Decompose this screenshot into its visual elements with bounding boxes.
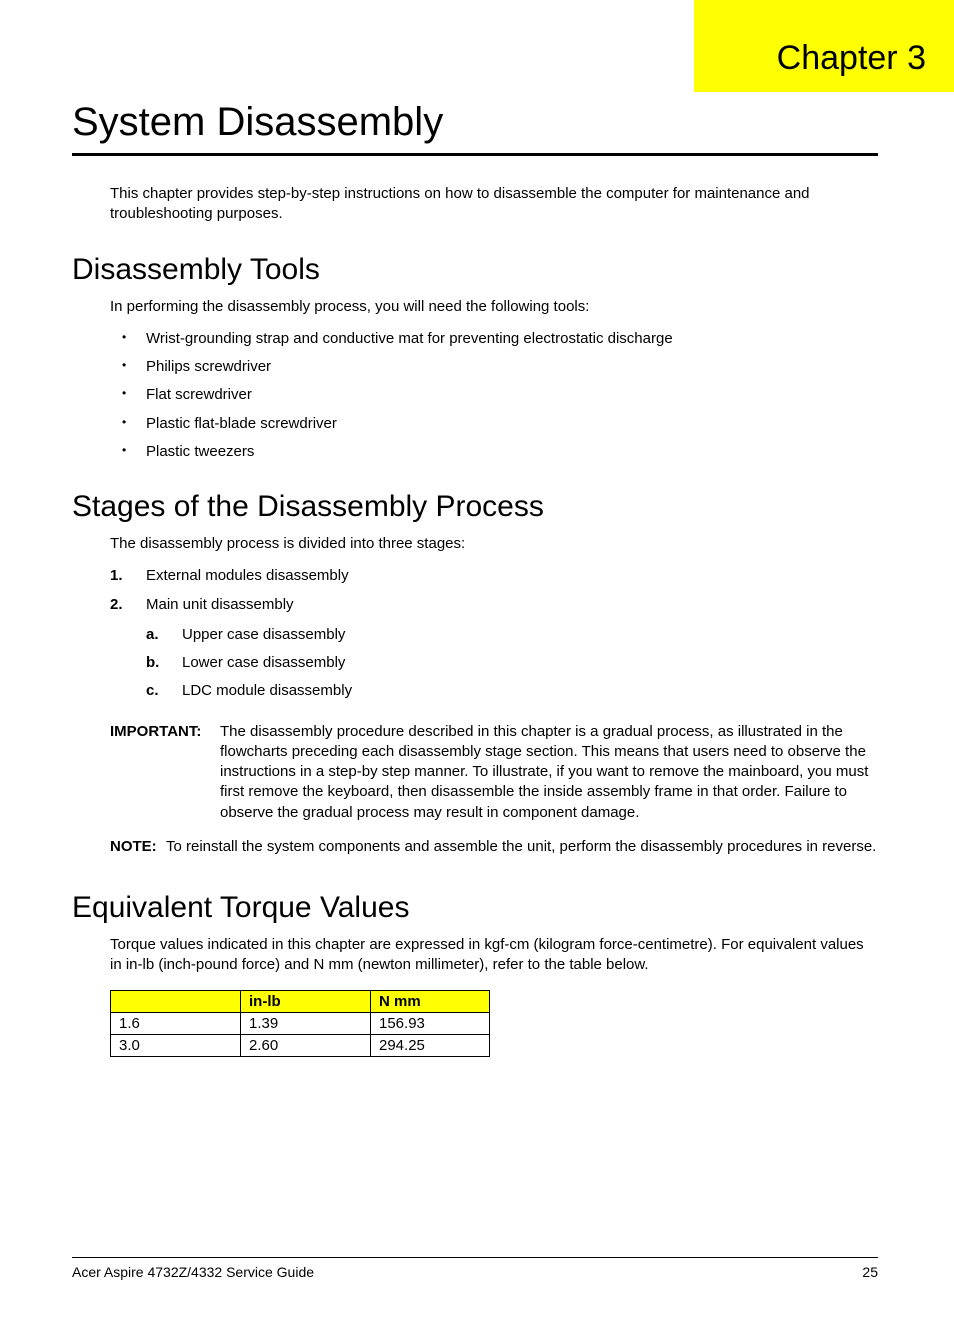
list-item: Upper case disassembly [146,621,878,649]
stages-sublist: Upper case disassembly Lower case disass… [146,621,878,706]
footer-left: Acer Aspire 4732Z/4332 Service Guide [72,1264,314,1280]
stages-lead: The disassembly process is divided into … [110,534,878,554]
list-item: Lower case disassembly [146,649,878,677]
table-cell: 3.0 [111,1034,241,1056]
table-cell: 1.39 [241,1012,371,1034]
section-heading-torque: Equivalent Torque Values [72,891,878,925]
chapter-banner: Chapter 3 [694,0,954,92]
list-item: Plastic flat-blade screwdriver [110,410,878,438]
chapter-banner-text: Chapter 3 [777,39,926,78]
list-item: Plastic tweezers [110,438,878,466]
important-text: The disassembly procedure described in t… [220,722,878,823]
page-title: System Disassembly [72,100,878,145]
list-item: Main unit disassembly Upper case disasse… [110,591,878,710]
table-header-cell [111,990,241,1012]
torque-table: in-lb N mm 1.6 1.39 156.93 3.0 2.60 294.… [110,990,490,1057]
table-cell: 294.25 [371,1034,490,1056]
table-cell: 156.93 [371,1012,490,1034]
content-area: System Disassembly This chapter provides… [72,100,878,1057]
page-footer: Acer Aspire 4732Z/4332 Service Guide 25 [72,1257,878,1280]
intro-paragraph: This chapter provides step-by-step instr… [110,184,878,225]
spacer [72,871,878,891]
title-rule [72,153,878,156]
table-cell: 2.60 [241,1034,371,1056]
important-callout: IMPORTANT: The disassembly procedure des… [110,722,878,823]
note-text: To reinstall the system components and a… [166,837,878,857]
table-header-cell: N mm [371,990,490,1012]
stages-list: External modules disassembly Main unit d… [110,562,878,709]
list-item: Flat screwdriver [110,381,878,409]
table-header-row: in-lb N mm [111,990,490,1012]
footer-page-number: 25 [862,1264,878,1280]
list-item-text: External modules disassembly [146,567,349,584]
list-item-text: Main unit disassembly [146,596,294,613]
table-row: 1.6 1.39 156.93 [111,1012,490,1034]
section-heading-tools: Disassembly Tools [72,253,878,287]
page: Chapter 3 System Disassembly This chapte… [0,0,954,1336]
section-heading-stages: Stages of the Disassembly Process [72,490,878,524]
note-callout: NOTE: To reinstall the system components… [110,837,878,857]
tools-lead: In performing the disassembly process, y… [110,297,878,317]
tools-list: Wrist-grounding strap and conductive mat… [110,325,878,466]
table-cell: 1.6 [111,1012,241,1034]
note-label: NOTE: [110,837,166,857]
list-item: External modules disassembly [110,562,878,590]
list-item: LDC module disassembly [146,677,878,705]
important-label: IMPORTANT: [110,722,220,823]
table-header-cell: in-lb [241,990,371,1012]
torque-lead: Torque values indicated in this chapter … [110,935,878,976]
list-item: Wrist-grounding strap and conductive mat… [110,325,878,353]
list-item: Philips screwdriver [110,353,878,381]
table-row: 3.0 2.60 294.25 [111,1034,490,1056]
